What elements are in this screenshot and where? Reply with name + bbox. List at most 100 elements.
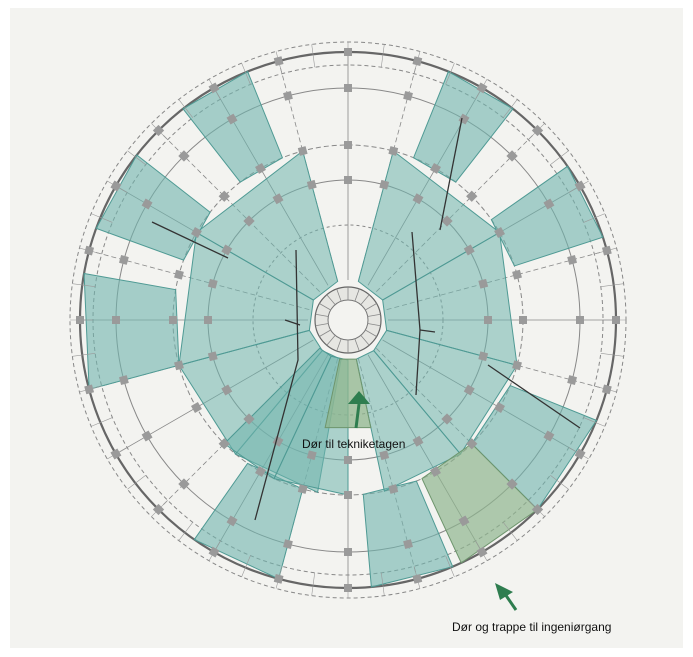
dimension-tick	[380, 44, 385, 68]
column-marker	[112, 316, 120, 324]
column-marker	[601, 245, 612, 256]
column-marker	[190, 227, 202, 238]
teal-room-outer	[182, 70, 284, 183]
dimension-tick	[311, 572, 316, 596]
column-marker	[430, 162, 441, 174]
column-marker	[169, 316, 177, 324]
arrow-up-icon	[348, 391, 370, 429]
column-marker	[344, 176, 352, 184]
stair-tread	[365, 329, 377, 337]
column-marker	[218, 438, 230, 450]
stair-tread	[360, 335, 370, 346]
column-marker	[84, 245, 95, 256]
column-marker	[494, 402, 506, 413]
teal-room-outer	[412, 70, 514, 183]
column-marker	[567, 375, 577, 385]
column-marker	[119, 375, 129, 385]
column-marker	[478, 351, 489, 362]
column-marker	[297, 146, 308, 156]
column-marker	[272, 193, 284, 205]
column-marker	[119, 255, 129, 265]
stair-tread	[319, 303, 331, 311]
stair-tread	[354, 288, 360, 302]
dimension-tick	[550, 150, 569, 166]
dimension-tick	[241, 555, 251, 577]
stair-tread	[315, 313, 329, 317]
column-marker	[273, 573, 284, 584]
dimension-tick	[502, 522, 518, 541]
column-marker	[255, 466, 266, 478]
column-marker	[152, 503, 165, 516]
stair-tread	[354, 338, 360, 352]
column-marker	[531, 503, 544, 516]
column-marker	[178, 150, 190, 162]
pipe-line	[254, 249, 299, 521]
dimension-tick	[127, 150, 146, 166]
dimension-tick	[445, 63, 455, 85]
stair-tread	[319, 329, 331, 337]
column-marker	[208, 82, 220, 94]
column-marker	[226, 515, 238, 527]
column-marker	[612, 316, 620, 324]
column-marker	[221, 244, 233, 256]
dimension-tick	[178, 99, 194, 118]
column-marker	[412, 193, 424, 205]
column-marker	[576, 316, 584, 324]
column-marker	[441, 215, 453, 227]
column-marker	[344, 491, 352, 499]
column-marker	[344, 456, 352, 464]
green-room-stairs	[421, 443, 539, 564]
dimension-tick	[445, 555, 455, 577]
dimension-tick	[502, 99, 518, 118]
column-markers	[76, 48, 620, 592]
teal-room-inner	[195, 150, 339, 301]
core-inner	[327, 299, 369, 341]
column-marker	[84, 384, 95, 395]
dimension-tick	[550, 474, 569, 490]
dimension-tick	[72, 352, 96, 357]
column-marker	[543, 430, 555, 442]
stair-tread	[367, 323, 381, 327]
column-marker	[306, 450, 317, 461]
column-marker	[226, 113, 238, 125]
column-marker	[273, 56, 284, 67]
pipe-line	[284, 319, 436, 333]
pipe-lines	[151, 117, 581, 521]
teal-room-outer	[490, 165, 604, 267]
column-marker	[344, 548, 352, 556]
column-marker	[208, 546, 220, 558]
column-marker	[243, 413, 255, 425]
dimension-tick	[91, 213, 113, 223]
dimension-tick	[380, 572, 385, 596]
stair-tread	[365, 303, 377, 311]
column-marker	[344, 584, 352, 592]
column-marker	[178, 478, 190, 490]
stair-tread	[336, 338, 342, 352]
label-door-stairs: Dør og trappe til ingeniørgang	[452, 620, 612, 634]
column-marker	[441, 413, 453, 425]
column-marker	[506, 478, 518, 490]
pipe-line	[439, 117, 463, 231]
column-marker	[519, 316, 527, 324]
column-marker	[463, 244, 475, 256]
column-marker	[430, 466, 441, 478]
column-marker	[412, 435, 424, 447]
column-marker	[484, 316, 492, 324]
column-marker	[207, 351, 218, 362]
pipe-line	[487, 364, 581, 429]
column-marker	[174, 269, 184, 280]
column-marker	[174, 360, 184, 371]
stair-tread	[326, 335, 336, 346]
column-marker	[601, 384, 612, 395]
label-door-tech: Dør til tekniketagen	[302, 437, 406, 451]
column-marker	[478, 278, 489, 289]
teal-room-outer	[193, 462, 304, 580]
column-marker	[297, 484, 308, 494]
dimension-tick	[72, 283, 96, 288]
stair-tread	[315, 323, 329, 327]
column-marker	[283, 539, 293, 549]
column-marker	[463, 384, 475, 396]
column-marker	[476, 546, 488, 558]
